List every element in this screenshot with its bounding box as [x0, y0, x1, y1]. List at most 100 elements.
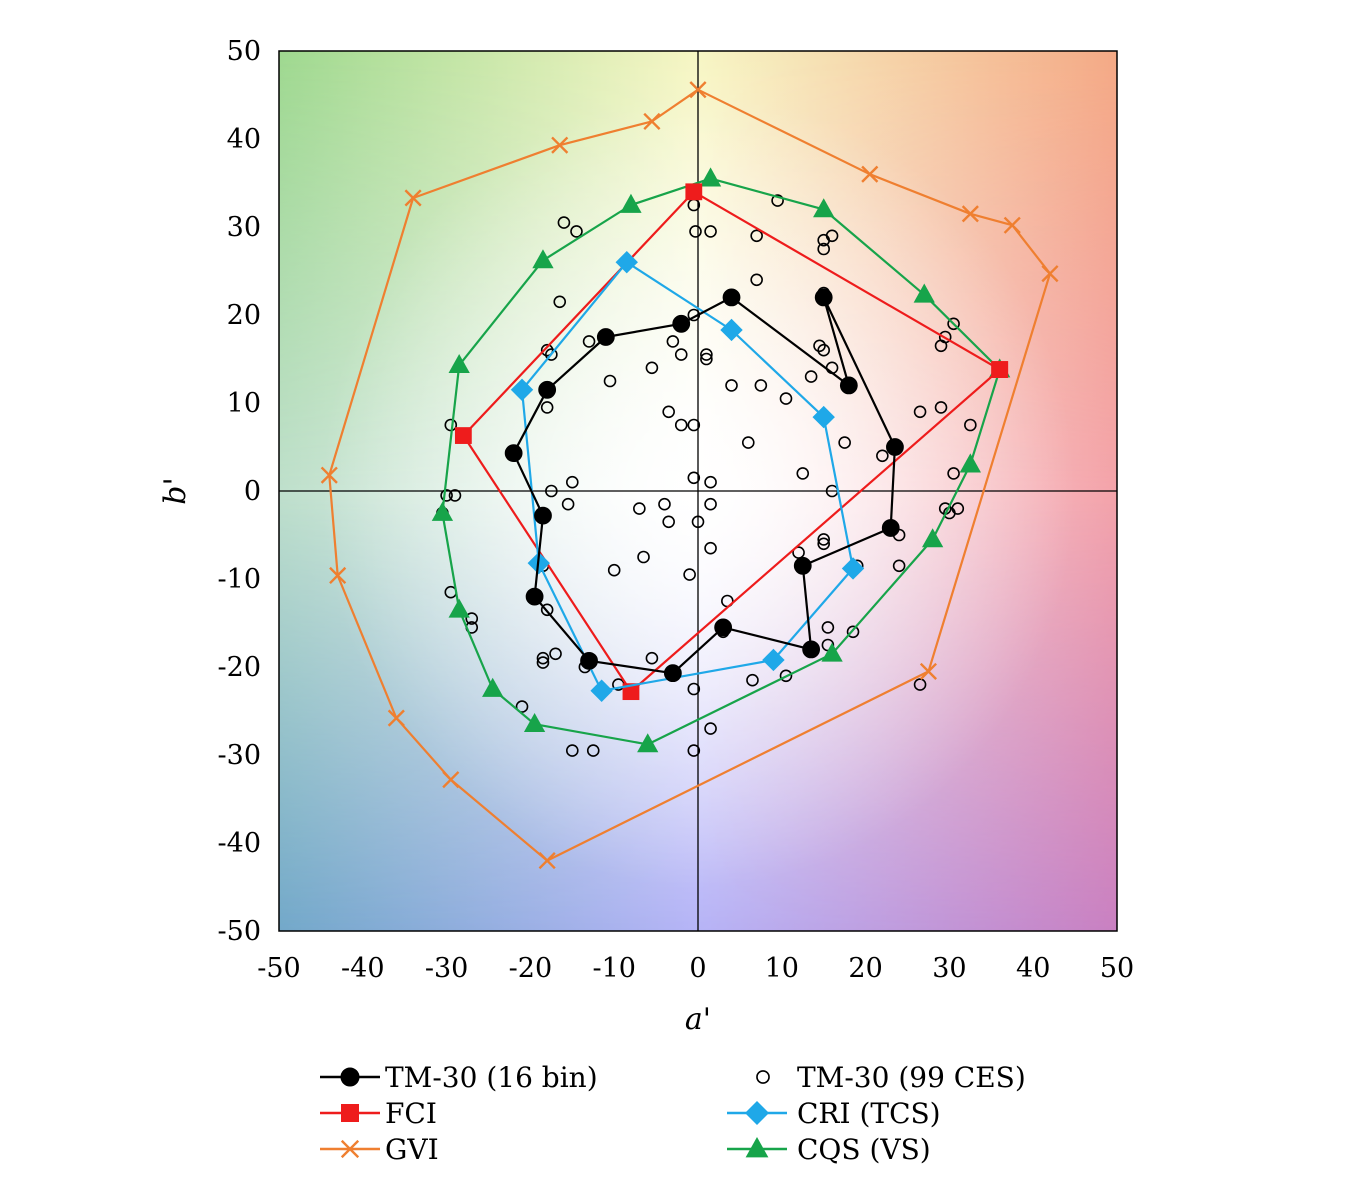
series-cqs-vs	[431, 167, 1011, 753]
data-point-cri-tcs	[590, 679, 613, 702]
data-point-tm-30-16-bin	[802, 640, 821, 659]
data-point-cri-tcs	[510, 378, 534, 401]
legend-label: CRI (TCS)	[797, 1097, 941, 1130]
data-point-tm-30-99-ces	[947, 317, 960, 331]
y-tick-label: 40	[227, 124, 261, 155]
data-point-gvi	[961, 205, 979, 223]
legend-item-fci: FCI	[320, 1097, 437, 1130]
series-layer	[320, 81, 1059, 870]
data-point-tm-30-99-ces	[666, 335, 680, 348]
data-point-tm-30-99-ces	[662, 515, 675, 529]
data-point-tm-30-99-ces	[750, 229, 763, 243]
data-point-tm-30-99-ces	[674, 418, 688, 432]
data-point-tm-30-99-ces	[553, 295, 567, 309]
data-point-tm-30-99-ces	[817, 343, 831, 357]
data-point-tm-30-99-ces	[704, 497, 717, 511]
data-point-tm-30-99-ces	[687, 682, 701, 696]
series-fci	[454, 183, 1009, 701]
data-point-gvi	[551, 136, 569, 154]
data-point-tm-30-99-ces	[683, 568, 696, 581]
data-point-tm-30-16-bin	[580, 651, 598, 670]
data-point-tm-30-99-ces	[536, 651, 550, 665]
x-tick-label: 10	[765, 953, 799, 984]
data-point-tm-30-99-ces	[607, 563, 621, 577]
data-point-tm-30-99-ces	[704, 722, 717, 735]
data-point-tm-30-99-ces	[892, 559, 906, 573]
data-point-tm-30-99-ces	[691, 515, 705, 529]
y-tick-label: 10	[227, 388, 261, 419]
data-point-tm-30-99-ces	[687, 418, 701, 432]
data-point-cqs-vs	[523, 713, 546, 733]
data-point-tm-30-16-bin	[881, 519, 900, 537]
data-point-cqs-vs	[922, 528, 944, 548]
data-point-tm-30-99-ces	[817, 533, 831, 546]
data-point-gvi	[689, 81, 707, 99]
data-point-tm-30-99-ces	[545, 484, 558, 498]
data-point-tm-30-99-ces	[746, 673, 759, 687]
x-tick-label: -50	[257, 953, 300, 984]
data-point-cri-tcs	[812, 405, 835, 429]
y-tick-label: -50	[218, 916, 261, 947]
y-tick-label: 30	[227, 212, 261, 243]
data-point-tm-30-99-ces	[750, 273, 763, 287]
data-point-cri-tcs	[615, 251, 638, 274]
legend-item-cri-tcs: CRI (TCS)	[727, 1097, 941, 1130]
legend-marker	[745, 1101, 769, 1125]
legend-marker	[340, 1139, 360, 1159]
data-point-tm-30-99-ces	[779, 669, 793, 683]
data-point-tm-30-99-ces	[540, 343, 554, 357]
legend-label: GVI	[385, 1133, 439, 1166]
data-point-tm-30-99-ces	[704, 541, 717, 555]
data-point-tm-30-16-bin	[534, 506, 552, 525]
data-point-tm-30-99-ces	[796, 467, 810, 480]
data-point-tm-30-99-ces	[704, 475, 717, 489]
legend-label: TM-30 (16 bin)	[385, 1061, 598, 1094]
data-point-tm-30-99-ces	[846, 625, 860, 639]
data-point-tm-30-99-ces	[934, 401, 948, 414]
legend: TM-30 (16 bin) TM-30 (99 CES) FCI CRI (TCS)…	[320, 1061, 1026, 1166]
data-point-tm-30-99-ces	[536, 656, 550, 669]
y-axis-label: b'	[158, 477, 193, 504]
data-point-tm-30-99-ces	[804, 370, 818, 383]
data-point-fci	[991, 361, 1009, 378]
legend-marker	[341, 1104, 359, 1122]
data-point-tm-30-99-ces	[821, 621, 835, 634]
x-tick-label: 50	[1100, 953, 1134, 984]
data-point-cqs-vs	[821, 642, 843, 662]
data-point-tm-30-16-bin	[714, 618, 733, 637]
legend-item-gvi: GVI	[320, 1133, 439, 1166]
y-tick-label: 50	[227, 36, 261, 67]
x-tick-label: -30	[425, 953, 468, 984]
y-tick-label: -20	[218, 652, 261, 683]
data-point-tm-30-99-ces	[779, 392, 793, 405]
data-point-tm-30-99-ces	[565, 744, 579, 757]
data-point-tm-30-99-ces	[561, 497, 575, 511]
data-point-tm-30-99-ces	[540, 401, 554, 414]
data-point-tm-30-99-ces	[687, 471, 701, 485]
data-point-tm-30-99-ces	[565, 475, 579, 489]
data-point-tm-30-16-bin	[538, 380, 557, 399]
series-tm-30-16-bin	[504, 288, 904, 683]
data-point-tm-30-16-bin	[672, 314, 691, 333]
legend-item-cqs-vs: CQS (VS)	[727, 1133, 931, 1166]
data-point-tm-30-99-ces	[913, 678, 927, 691]
data-point-tm-30-99-ces	[645, 361, 659, 375]
data-point-tm-30-99-ces	[754, 379, 768, 392]
data-point-tm-30-16-bin	[504, 444, 523, 463]
data-point-cqs-vs	[532, 249, 554, 269]
data-point-gvi	[320, 466, 338, 484]
y-tick-label: 20	[227, 300, 261, 331]
data-point-tm-30-99-ces	[582, 335, 596, 348]
x-tick-label: -20	[509, 953, 552, 984]
data-point-tm-30-16-bin	[839, 376, 858, 395]
legend-label: TM-30 (99 CES)	[797, 1061, 1026, 1094]
data-point-tm-30-99-ces	[448, 489, 462, 502]
legend-label: FCI	[385, 1097, 437, 1130]
data-point-cqs-vs	[959, 453, 981, 473]
data-point-tm-30-99-ces	[637, 550, 650, 564]
data-point-tm-30-99-ces	[964, 418, 977, 432]
data-point-tm-30-99-ces	[813, 339, 826, 353]
legend-item-tm-30-99-ces: TM-30 (99 CES)	[756, 1061, 1026, 1094]
data-point-tm-30-99-ces	[700, 352, 713, 366]
data-point-tm-30-16-bin	[722, 288, 741, 307]
